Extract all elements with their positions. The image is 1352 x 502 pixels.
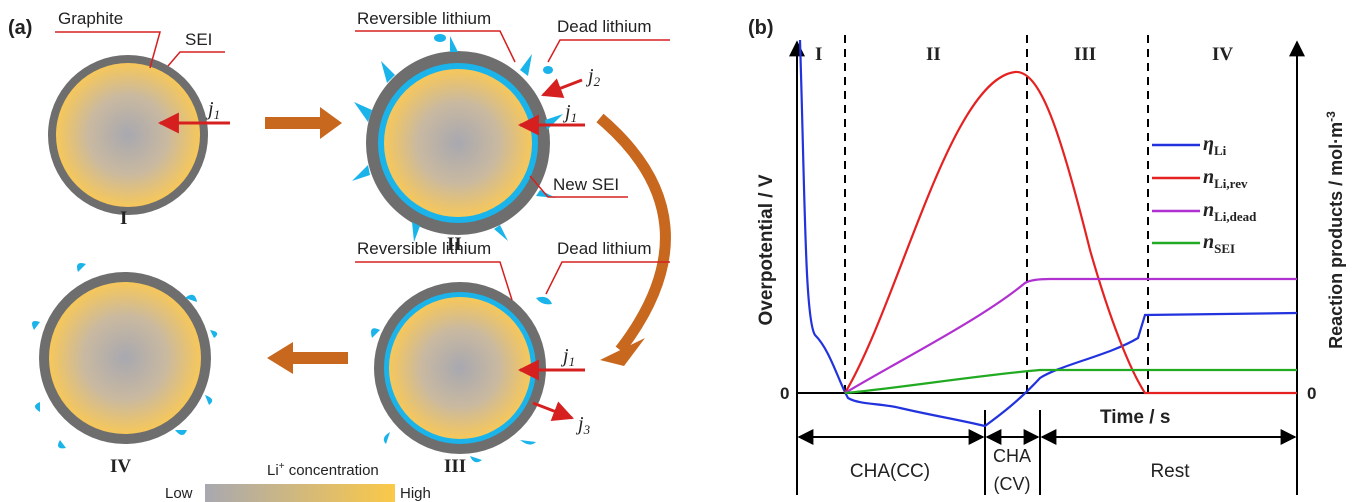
current-label: j3 — [575, 413, 591, 437]
phase-dividers — [845, 35, 1148, 393]
step-label: Rest — [1150, 461, 1190, 482]
subscript: SEI — [1214, 241, 1235, 256]
zero-label: 0 — [1307, 384, 1316, 403]
colorbar-low: Low — [165, 485, 193, 502]
phase-label: III — [1074, 44, 1096, 65]
subscript: Li,dead — [1214, 209, 1257, 224]
stage-label: IV — [110, 456, 131, 477]
legend-label: nLi,dead — [1203, 199, 1257, 224]
current-arrow — [533, 403, 572, 418]
reversible-lithium-curve — [845, 72, 1297, 393]
colorbar-high: High — [400, 485, 431, 502]
overpotential-curve — [800, 40, 1297, 426]
stage-label: III — [444, 456, 466, 477]
annotation: Graphite — [58, 9, 123, 28]
dead-lithium — [434, 34, 446, 42]
process-arrow — [267, 342, 348, 374]
current-label: j1 — [562, 101, 577, 125]
step-label: CHA — [993, 446, 1031, 466]
graphite — [389, 297, 531, 439]
superscript: -3 — [1324, 111, 1338, 122]
current-label: j1 — [560, 345, 575, 369]
colorbar — [205, 484, 395, 502]
dead-lithium-curve — [845, 279, 1297, 393]
sei-curve — [845, 370, 1297, 393]
phase-label: IV — [1212, 44, 1233, 65]
text: Reaction products / mol·m — [1326, 122, 1346, 349]
legend-label: nLi,rev — [1203, 166, 1248, 191]
y-axis-label: Overpotential / V — [756, 174, 777, 325]
leader — [548, 40, 670, 62]
subscript: 1 — [571, 110, 578, 125]
text: concentration — [285, 462, 379, 479]
curves — [800, 40, 1297, 426]
symbol: n — [1203, 231, 1214, 253]
graphite — [49, 282, 201, 434]
annotation: Dead lithium — [557, 239, 652, 258]
legend: ηLi nLi,rev nLi,dead nSEI — [1152, 133, 1257, 256]
process-arrow — [265, 107, 342, 139]
particle-iv — [32, 263, 217, 448]
zero-label: 0 — [780, 384, 789, 403]
particle-iii — [371, 282, 552, 462]
legend-label: ηLi — [1203, 133, 1227, 158]
current-label: j2 — [585, 65, 601, 89]
step-label: CHA(CC) — [850, 461, 930, 482]
step-label: (CV) — [994, 474, 1031, 494]
graphite — [56, 63, 200, 207]
legend-label: nSEI — [1203, 231, 1235, 256]
annotation: New SEI — [553, 175, 619, 194]
y2-axis-label: Reaction products / mol·m-3 — [1324, 111, 1346, 349]
symbol: n — [1203, 166, 1214, 188]
current-arrow — [543, 80, 582, 95]
stage-label: II — [447, 234, 462, 255]
subscript: 3 — [583, 422, 591, 437]
subscript: Li — [1214, 143, 1227, 158]
phase-label: I — [815, 44, 822, 65]
x-axis-label: Time / s — [1100, 407, 1170, 428]
particle-i — [48, 55, 208, 215]
subscript: 2 — [594, 74, 601, 89]
leader — [168, 52, 225, 66]
annotation: SEI — [185, 30, 212, 49]
text: Li — [267, 462, 279, 479]
particle-ii — [352, 34, 563, 242]
subscript: 1 — [214, 107, 221, 122]
graphite — [384, 69, 532, 217]
subscript: 1 — [569, 354, 576, 369]
annotation: Reversible lithium — [357, 9, 491, 28]
symbol: η — [1203, 133, 1214, 155]
figure: (a) Graphite SEI Reversible lithium Dead… — [0, 0, 1352, 502]
annotation: Reversible lithium — [357, 239, 491, 258]
symbol: n — [1203, 199, 1214, 221]
panel-label: (a) — [8, 17, 32, 39]
annotation: Dead lithium — [557, 17, 652, 36]
stage-label: I — [120, 208, 127, 229]
phase-label: II — [926, 44, 941, 65]
page: (a) Graphite SEI Reversible lithium Dead… — [0, 0, 1352, 502]
subscript: Li,rev — [1214, 176, 1248, 191]
dead-lithium — [543, 66, 553, 74]
process-arrow — [600, 118, 665, 350]
panel-label: (b) — [748, 17, 774, 39]
current-label: j1 — [205, 98, 220, 122]
colorbar-title: Li+ concentration — [267, 461, 379, 479]
